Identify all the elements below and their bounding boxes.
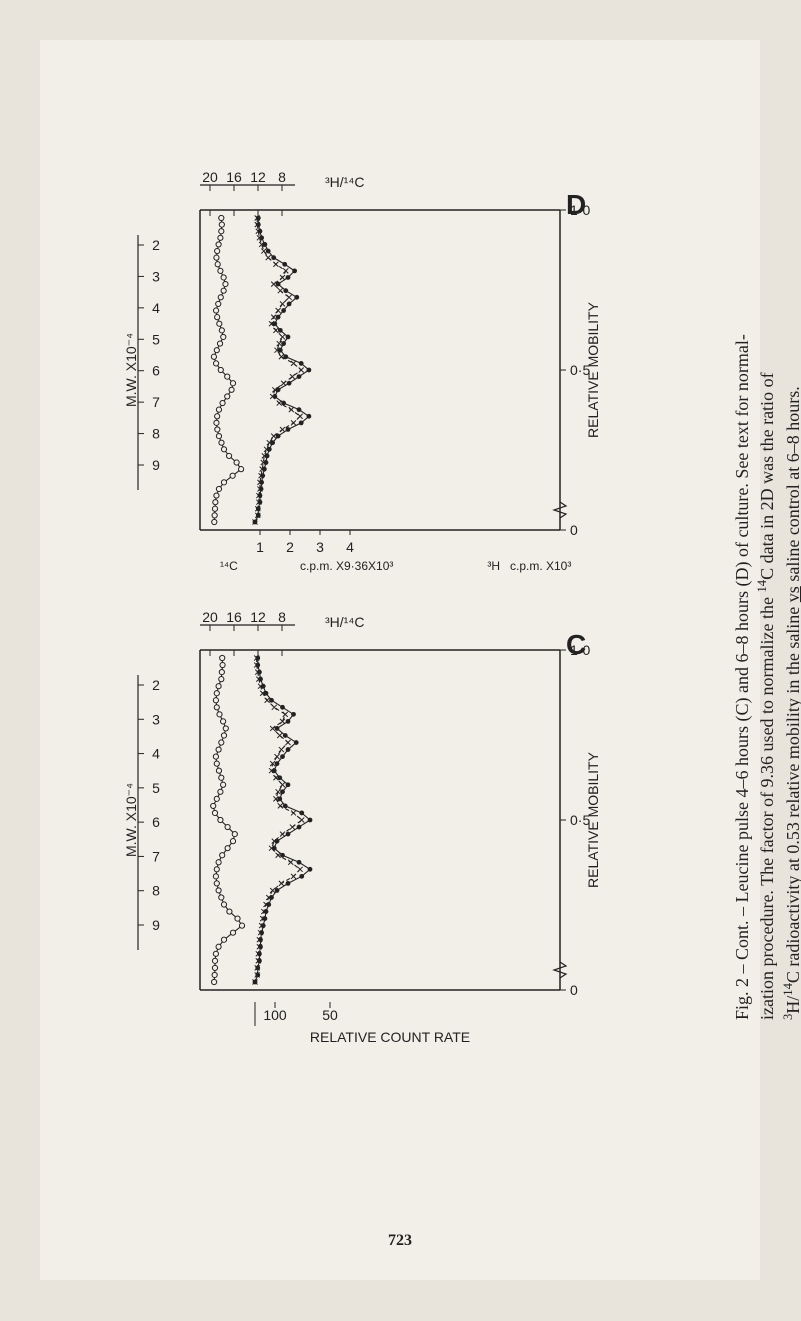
svg-text:0: 0 <box>570 522 578 538</box>
sup-14-a: 14 <box>755 580 769 593</box>
svg-text:6: 6 <box>152 363 160 379</box>
svg-text:8: 8 <box>278 169 286 185</box>
svg-text:8: 8 <box>278 609 286 625</box>
svg-text:7: 7 <box>152 394 160 410</box>
charts-svg: 2016128³H/¹⁴C23456789M.W. X10⁻⁴00·51·0RE… <box>120 160 660 1060</box>
svg-text:M.W. X10⁻⁴: M.W. X10⁻⁴ <box>123 333 139 407</box>
charts-container: 2016128³H/¹⁴C23456789M.W. X10⁻⁴00·51·0RE… <box>120 160 660 1060</box>
svg-text:c.p.m. X9·36X10³: c.p.m. X9·36X10³ <box>300 559 393 573</box>
page-number: 723 <box>40 1232 760 1250</box>
svg-text:4: 4 <box>152 300 160 316</box>
svg-text:7: 7 <box>152 848 160 864</box>
svg-text:2: 2 <box>152 677 160 693</box>
svg-text:³H/¹⁴C: ³H/¹⁴C <box>325 174 364 190</box>
svg-text:16: 16 <box>226 169 242 185</box>
svg-text:RELATIVE MOBILITY: RELATIVE MOBILITY <box>585 301 601 438</box>
svg-text:20: 20 <box>202 169 218 185</box>
svg-text:RELATIVE COUNT RATE: RELATIVE COUNT RATE <box>310 1029 470 1045</box>
svg-text:5: 5 <box>152 780 160 796</box>
svg-text:RELATIVE MOBILITY: RELATIVE MOBILITY <box>585 751 601 888</box>
figure-caption: Fig. 2 – Cont. – Leucine pulse 4–6 hours… <box>730 200 801 1020</box>
svg-text:C: C <box>566 629 586 660</box>
caption-line3b: C radioactivity at 0.53 relative mobilit… <box>783 602 801 983</box>
svg-text:D: D <box>566 189 586 220</box>
caption-line3a: H/ <box>783 996 801 1014</box>
svg-text:12: 12 <box>250 169 266 185</box>
svg-text:c.p.m. X10³: c.p.m. X10³ <box>510 559 571 573</box>
sup-14-b: 14 <box>781 983 795 996</box>
svg-text:0: 0 <box>570 982 578 998</box>
svg-text:³H: ³H <box>487 559 500 573</box>
caption-line3c: saline control at 6–8 hours. <box>783 386 801 586</box>
svg-text:3: 3 <box>152 711 160 727</box>
caption-line1: Fig. 2 – Cont. – Leucine pulse 4–6 hours… <box>732 334 752 1020</box>
caption-line2a: ization procedure. The factor of 9.36 us… <box>757 592 777 1020</box>
svg-text:3: 3 <box>316 539 324 555</box>
svg-text:¹⁴C: ¹⁴C <box>220 559 238 573</box>
svg-text:12: 12 <box>250 609 266 625</box>
svg-text:9: 9 <box>152 457 160 473</box>
svg-text:9: 9 <box>152 917 160 933</box>
sup-3: 3 <box>781 1014 795 1020</box>
svg-text:20: 20 <box>202 609 218 625</box>
caption-vs: vs <box>783 586 801 602</box>
svg-text:8: 8 <box>152 426 160 442</box>
svg-text:M.W. X10⁻⁴: M.W. X10⁻⁴ <box>123 783 139 857</box>
svg-text:2: 2 <box>152 237 160 253</box>
svg-text:50: 50 <box>322 1007 338 1023</box>
svg-text:3: 3 <box>152 268 160 284</box>
svg-text:1: 1 <box>256 539 264 555</box>
svg-text:2: 2 <box>286 539 294 555</box>
svg-text:4: 4 <box>152 746 160 762</box>
caption-line2b: C data in 2D was the ratio of <box>757 372 777 579</box>
svg-text:³H/¹⁴C: ³H/¹⁴C <box>325 614 364 630</box>
svg-text:4: 4 <box>346 539 354 555</box>
svg-text:100: 100 <box>263 1007 287 1023</box>
svg-text:8: 8 <box>152 883 160 899</box>
svg-text:6: 6 <box>152 814 160 830</box>
svg-text:5: 5 <box>152 331 160 347</box>
svg-text:16: 16 <box>226 609 242 625</box>
